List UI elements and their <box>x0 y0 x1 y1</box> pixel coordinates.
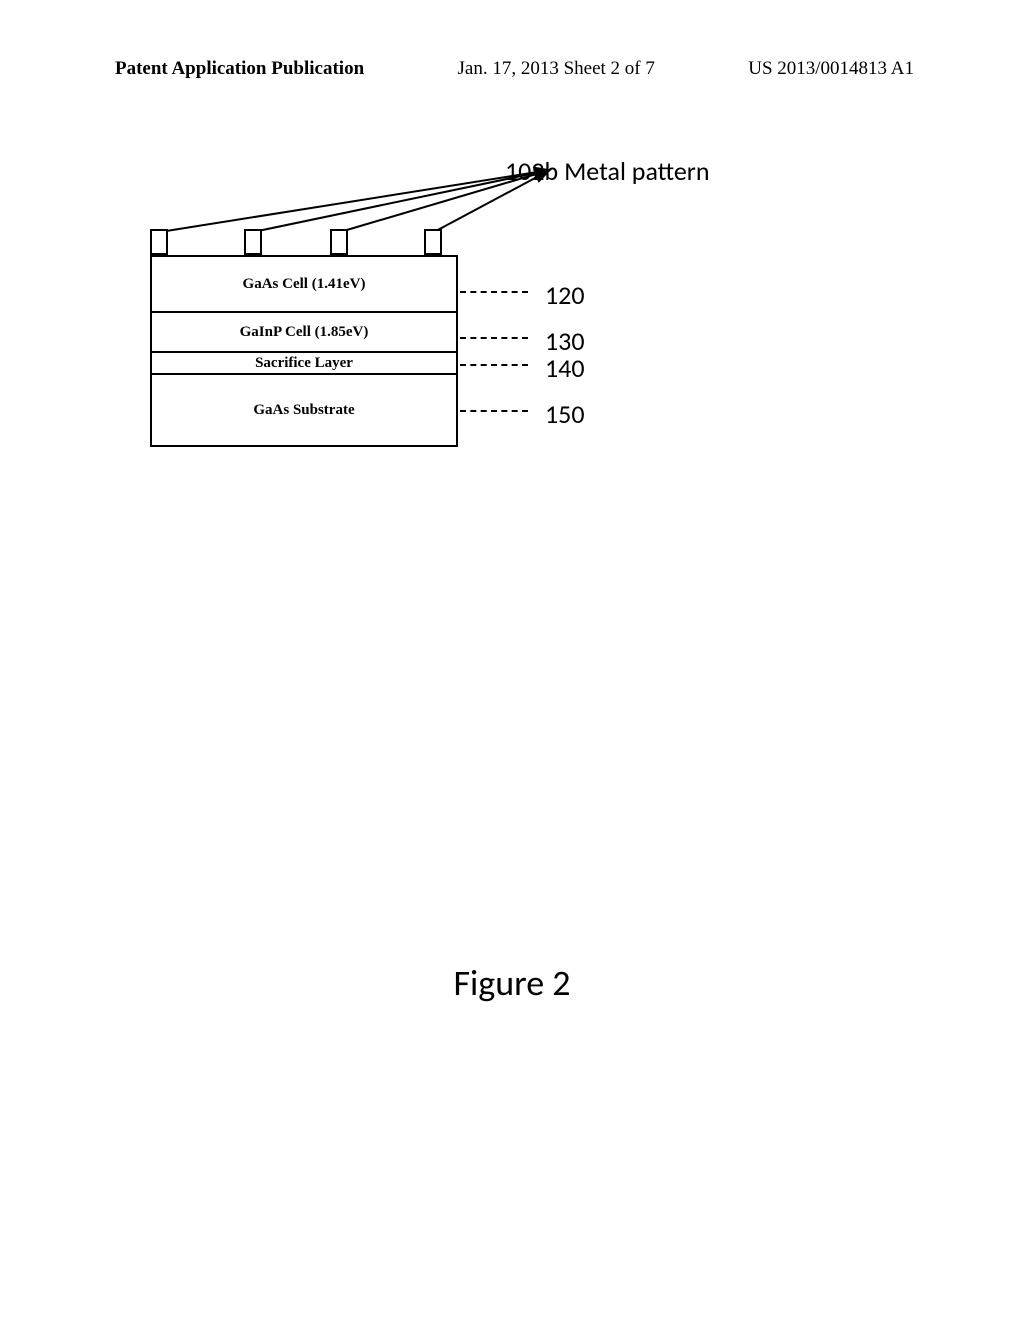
figure-caption: Figure 2 <box>0 961 1024 1005</box>
metal-contact <box>150 229 168 255</box>
layer: GaAs Substrate <box>152 373 456 445</box>
header-center: Jan. 17, 2013 Sheet 2 of 7 <box>458 58 655 80</box>
metal-contact <box>424 229 442 255</box>
header-right: US 2013/0014813 A1 <box>748 58 914 80</box>
layer: GaInP Cell (1.85eV) <box>152 311 456 351</box>
page-header: Patent Application Publication Jan. 17, … <box>0 58 1024 80</box>
metal-contact <box>244 229 262 255</box>
connector-line <box>460 337 528 339</box>
layer: GaAs Cell (1.41eV) <box>152 255 456 311</box>
connector-line <box>460 410 528 412</box>
metal-pattern-label: 102b Metal pattern <box>505 155 710 187</box>
connector-line <box>460 364 528 366</box>
layer-stack: GaAs Cell (1.41eV)GaInP Cell (1.85eV)Sac… <box>150 255 458 447</box>
layer-ref-label: 150 <box>545 398 585 430</box>
header-left: Patent Application Publication <box>115 58 364 80</box>
layer-ref-label: 120 <box>545 279 585 311</box>
layer: Sacrifice Layer <box>152 351 456 373</box>
metal-contact <box>330 229 348 255</box>
metal-contacts <box>150 229 458 255</box>
connector-line <box>460 291 528 293</box>
diagram: 102b Metal pattern GaAs Cell (1.41eV)GaI… <box>150 155 850 505</box>
layer-ref-label: 140 <box>545 352 585 384</box>
